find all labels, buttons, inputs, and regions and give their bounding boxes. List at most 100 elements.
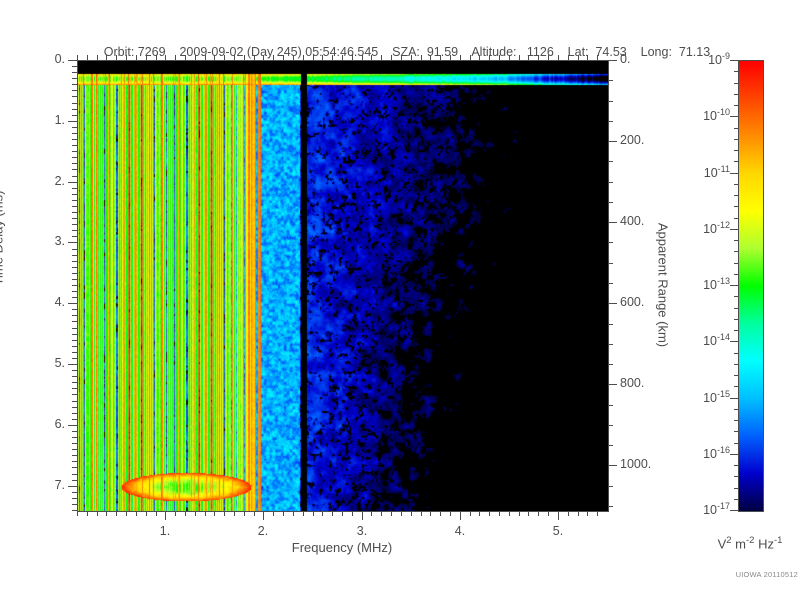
y-left-minor-tick	[72, 376, 77, 377]
y-left-minor-tick	[72, 315, 77, 316]
x-minor-tick	[489, 511, 490, 516]
y-right-minor-tick	[608, 101, 613, 102]
x-minor-tick	[509, 511, 510, 516]
x-top-tick	[568, 55, 569, 60]
colorbar-exponent: -11	[717, 164, 730, 174]
colorbar-minor-tick	[734, 195, 738, 196]
colorbar-exponent: -14	[716, 332, 730, 342]
y-left-minor-tick	[72, 224, 77, 225]
x-top-tick	[273, 55, 274, 60]
y-left-minor-tick	[72, 200, 77, 201]
y-right-minor-tick	[608, 405, 613, 406]
y-left-minor-tick	[72, 261, 77, 262]
x-top-tick	[87, 55, 88, 60]
colorbar-tick-label: 10-16	[678, 445, 730, 461]
x-minor-tick	[254, 511, 255, 516]
colorbar-tick-label: 10-15	[678, 389, 730, 405]
y-right-minor-tick	[608, 161, 613, 162]
y-left-minor-tick	[72, 90, 77, 91]
spectrogram-panel	[77, 60, 609, 512]
y-left-tick-label: 6.	[54, 417, 65, 431]
x-minor-tick	[185, 511, 186, 516]
y-left-minor-tick	[72, 510, 77, 511]
y-left-minor-tick	[72, 127, 77, 128]
x-tick-label: 1.	[159, 524, 171, 538]
y-left-minor-tick	[72, 467, 77, 468]
y-right-minor-tick	[608, 506, 613, 507]
y-left-minor-tick	[72, 218, 77, 219]
x-minor-tick	[126, 511, 127, 516]
x-minor-tick	[283, 511, 284, 516]
colorbar-exponent: -9	[721, 51, 730, 61]
colorbar-mantissa: 10	[703, 222, 717, 237]
colorbar-minor-tick	[734, 499, 738, 500]
y-left-minor-tick	[72, 358, 77, 359]
colorbar-minor-tick	[734, 83, 738, 84]
colorbar-exponent: -16	[716, 445, 730, 455]
colorbar-minor-tick	[734, 319, 738, 320]
colorbar-minor-tick	[734, 161, 738, 162]
x-top-tick	[558, 55, 559, 60]
y-left-minor-tick	[72, 212, 77, 213]
y-left-minor-tick	[72, 206, 77, 207]
x-minor-tick	[273, 511, 274, 516]
colorbar-mantissa: 10	[703, 503, 717, 518]
y-left-minor-tick	[72, 291, 77, 292]
colorbar-minor-tick	[734, 420, 738, 421]
x-top-tick	[97, 55, 98, 60]
y-left-minor-tick	[72, 163, 77, 164]
x-top-tick	[479, 55, 480, 60]
y-left-major-tick	[68, 242, 77, 243]
y-right-tick-label: 0.	[620, 52, 631, 66]
y-right-tick-label: 1000.	[620, 457, 652, 471]
x-top-tick	[136, 55, 137, 60]
y-left-minor-tick	[72, 176, 77, 177]
colorbar-tick-label: 10-10	[678, 107, 730, 123]
y-left-minor-tick	[72, 139, 77, 140]
y-right-tick-label: 200.	[620, 133, 645, 147]
colorbar-major-tick	[730, 454, 738, 455]
y-left-minor-tick	[72, 115, 77, 116]
y-left-minor-tick	[72, 480, 77, 481]
x-tick-label: 2.	[257, 524, 269, 538]
x-minor-tick	[146, 511, 147, 516]
y-right-minor-tick	[608, 242, 613, 243]
x-minor-tick	[381, 511, 382, 516]
y-left-minor-tick	[72, 96, 77, 97]
x-top-tick	[509, 55, 510, 60]
y-left-tick-label: 1.	[54, 113, 65, 127]
x-tick-label: 4.	[454, 524, 466, 538]
x-minor-tick	[430, 511, 431, 516]
x-minor-tick	[332, 511, 333, 516]
x-minor-tick	[499, 511, 500, 516]
x-top-tick	[578, 55, 579, 60]
x-top-tick	[352, 55, 353, 60]
x-minor-tick	[195, 511, 196, 516]
y-right-minor-tick	[608, 121, 613, 122]
x-top-tick	[489, 55, 490, 60]
colorbar-minor-tick	[734, 218, 738, 219]
x-minor-tick	[77, 511, 78, 516]
y-left-minor-tick	[72, 388, 77, 389]
y-right-minor-tick	[608, 283, 613, 284]
y-left-minor-tick	[72, 169, 77, 170]
y-left-minor-tick	[72, 279, 77, 280]
y-right-minor-tick	[608, 263, 613, 264]
colorbar-mantissa: 10	[703, 166, 718, 181]
x-top-tick	[371, 55, 372, 60]
colorbar-minor-tick	[734, 375, 738, 376]
x-top-tick	[77, 55, 78, 60]
x-top-tick	[293, 55, 294, 60]
colorbar-minor-tick	[734, 240, 738, 241]
header-text: Orbit: 7269 2009-09-02 (Day 245) 05:54:4…	[103, 45, 711, 59]
x-tick-label: 5.	[552, 524, 564, 538]
x-minor-tick	[587, 511, 588, 516]
x-minor-tick	[411, 511, 412, 516]
x-minor-tick	[538, 511, 539, 516]
colorbar-minor-tick	[734, 206, 738, 207]
y-left-minor-tick	[72, 382, 77, 383]
unit-v: V	[717, 536, 727, 552]
x-top-tick	[332, 55, 333, 60]
colorbar-minor-tick	[734, 94, 738, 95]
colorbar-mantissa: 10	[703, 109, 717, 124]
